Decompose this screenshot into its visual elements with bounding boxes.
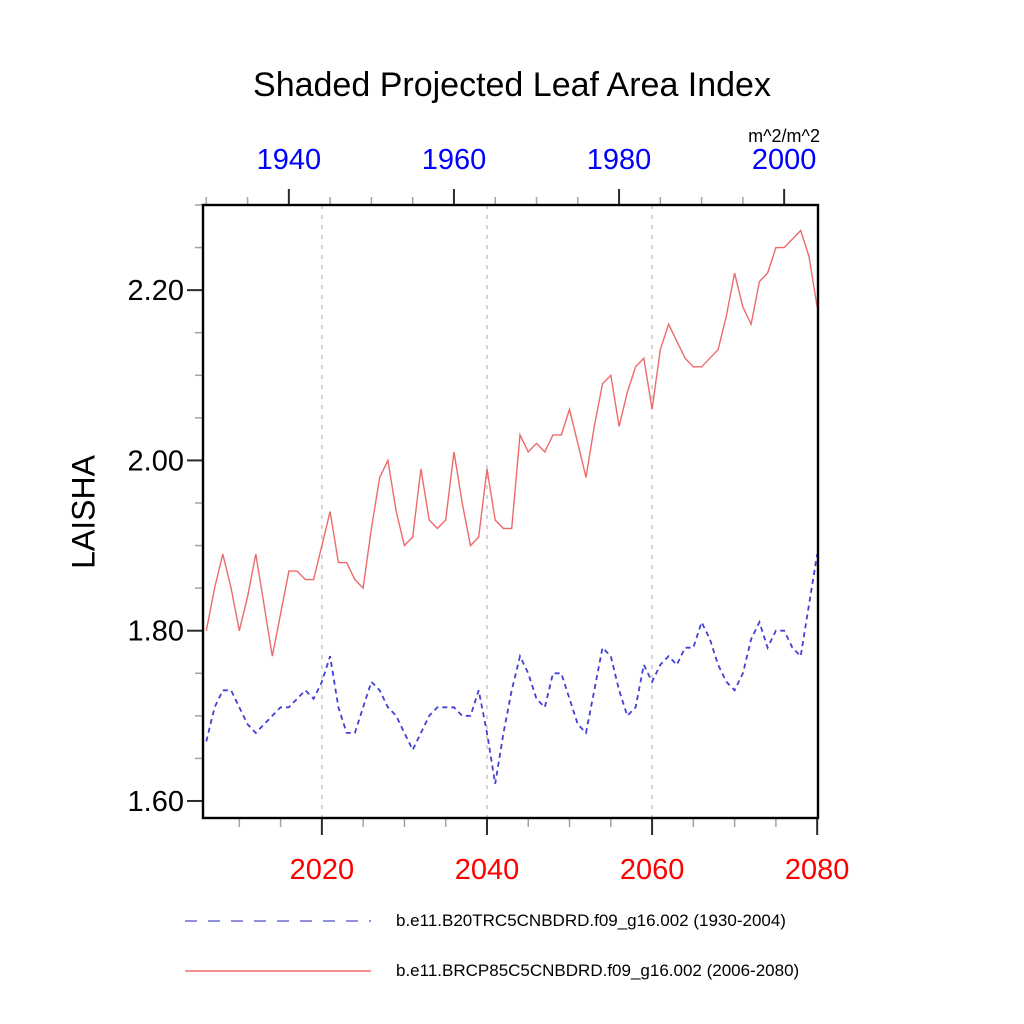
series-line-1 — [205, 229, 818, 657]
bottom-tick-label-2060: 2060 — [620, 854, 685, 886]
top-tick-label-2000: 2000 — [752, 144, 817, 176]
units-label: m^2/m^2 — [748, 126, 820, 146]
chart-title: Shaded Projected Leaf Area Index — [253, 66, 771, 104]
bottom-tick-label-2040: 2040 — [455, 854, 520, 886]
bottom-tick-label-2020: 2020 — [290, 854, 355, 886]
plot-border — [201, 203, 820, 820]
legend-label-historical: b.e11.B20TRC5CNBDRD.f09_g16.002 (1930-20… — [396, 911, 786, 930]
left-tick-label-1.6: 1.60 — [128, 786, 184, 818]
bottom-tick-label-2080: 2080 — [785, 854, 850, 886]
left-tick-label-2: 2.00 — [128, 445, 184, 477]
top-tick-label-1960: 1960 — [422, 144, 487, 176]
legend-line-solid — [185, 970, 371, 972]
series-line-0 — [205, 553, 818, 785]
top-tick-label-1940: 1940 — [257, 144, 322, 176]
left-tick-label-2.2: 2.20 — [128, 275, 184, 307]
legend-label-projection: b.e11.BRCP85C5CNBDRD.f09_g16.002 (2006-2… — [396, 961, 800, 980]
top-tick-label-1980: 1980 — [587, 144, 652, 176]
legend-line-dashed — [185, 920, 371, 922]
left-tick-label-1.8: 1.80 — [128, 616, 184, 648]
